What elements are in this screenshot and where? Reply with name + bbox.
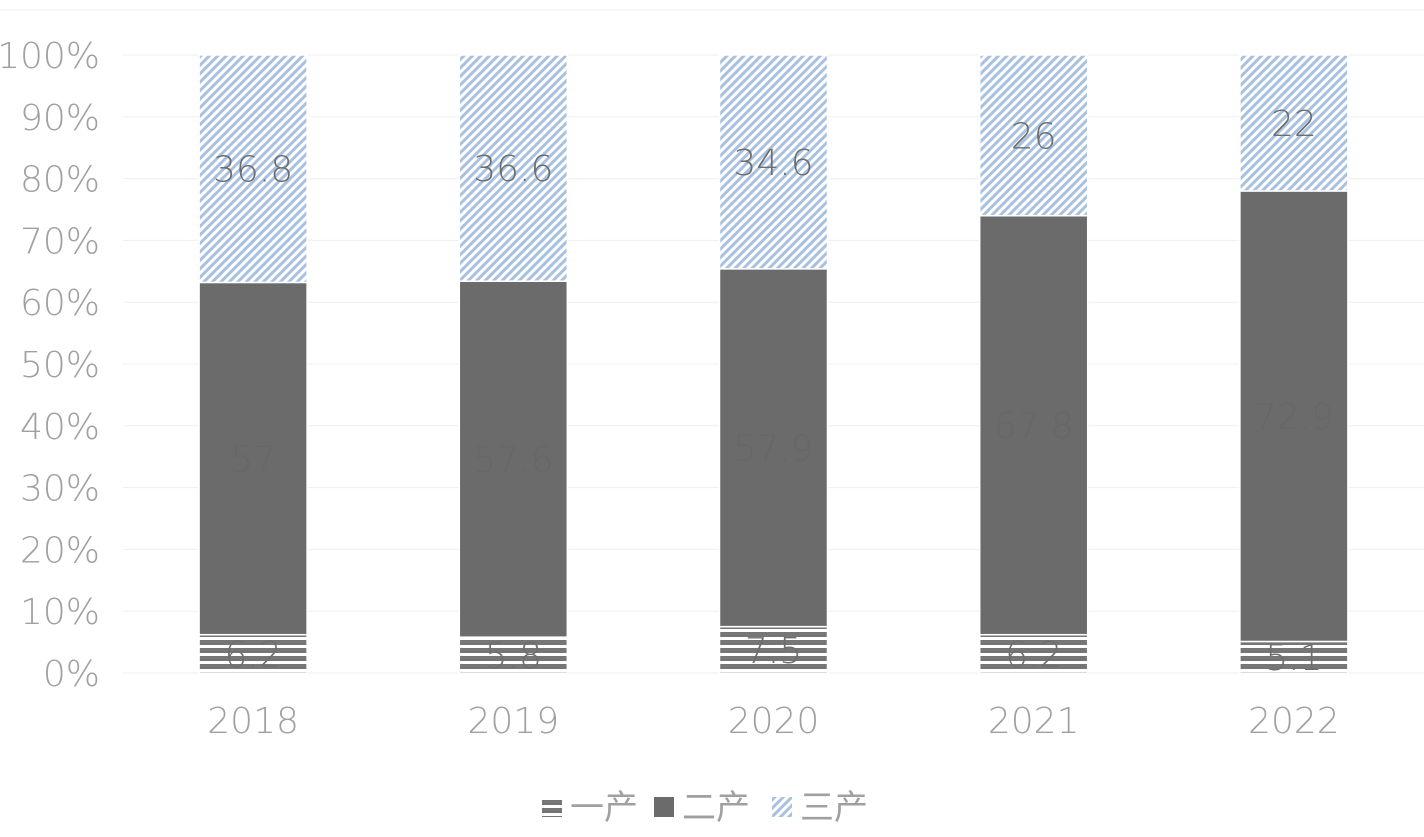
bar-segment bbox=[718, 54, 829, 270]
y-tick-label: 0% bbox=[43, 654, 100, 695]
bar-segment bbox=[458, 280, 569, 638]
legend-label: 一产 bbox=[570, 788, 638, 828]
y-tick-label: 40% bbox=[20, 407, 100, 448]
y-tick-label: 60% bbox=[20, 283, 100, 324]
bar-segment bbox=[978, 214, 1089, 636]
bar-segment bbox=[1239, 190, 1349, 643]
data-label: 57 bbox=[230, 440, 276, 481]
bar-segment bbox=[198, 281, 308, 636]
data-label: 5.8 bbox=[485, 636, 542, 677]
y-tick-label: 20% bbox=[20, 530, 100, 571]
y-tick-label: 100% bbox=[0, 36, 100, 77]
data-label: 26 bbox=[1011, 116, 1057, 157]
data-label: 7.5 bbox=[745, 631, 802, 672]
y-tick-label: 70% bbox=[20, 221, 100, 262]
data-label: 6.2 bbox=[224, 635, 281, 676]
legend-swatch bbox=[772, 797, 792, 817]
bar-segment bbox=[978, 54, 1089, 217]
data-label: 34.6 bbox=[733, 143, 813, 184]
data-label: 22 bbox=[1271, 104, 1317, 145]
bar-segment bbox=[458, 54, 569, 282]
bar-segment bbox=[1239, 640, 1349, 674]
bar-segment bbox=[198, 54, 308, 284]
legend-swatch bbox=[542, 797, 562, 817]
x-tick-label: 2020 bbox=[728, 701, 820, 742]
data-label: 36.6 bbox=[473, 149, 553, 190]
bar-segment bbox=[718, 625, 829, 674]
data-label: 72.9 bbox=[1254, 397, 1334, 438]
x-tick-label: 2021 bbox=[988, 701, 1080, 742]
y-tick-label: 30% bbox=[20, 469, 100, 510]
legend-swatch bbox=[654, 797, 674, 817]
bar-segment bbox=[978, 633, 1089, 674]
bar-segment bbox=[718, 268, 829, 628]
y-tick-label: 10% bbox=[20, 592, 100, 633]
data-label: 5.1 bbox=[1265, 638, 1322, 679]
y-tick-label: 80% bbox=[20, 160, 100, 201]
data-label: 36.8 bbox=[213, 150, 293, 191]
bar-segment bbox=[1239, 54, 1349, 192]
data-label: 6.2 bbox=[1005, 635, 1062, 676]
data-label: 57.9 bbox=[733, 429, 813, 470]
x-tick-label: 2018 bbox=[207, 701, 299, 742]
data-label: 57.6 bbox=[473, 440, 553, 481]
bar-segment bbox=[198, 633, 308, 674]
legend-label: 二产 bbox=[682, 788, 750, 828]
y-tick-label: 90% bbox=[20, 98, 100, 139]
legend-label: 三产 bbox=[800, 788, 868, 828]
x-tick-label: 2019 bbox=[467, 701, 559, 742]
y-tick-label: 50% bbox=[20, 345, 100, 386]
data-label: 67.8 bbox=[994, 406, 1074, 447]
x-tick-label: 2022 bbox=[1248, 701, 1340, 742]
